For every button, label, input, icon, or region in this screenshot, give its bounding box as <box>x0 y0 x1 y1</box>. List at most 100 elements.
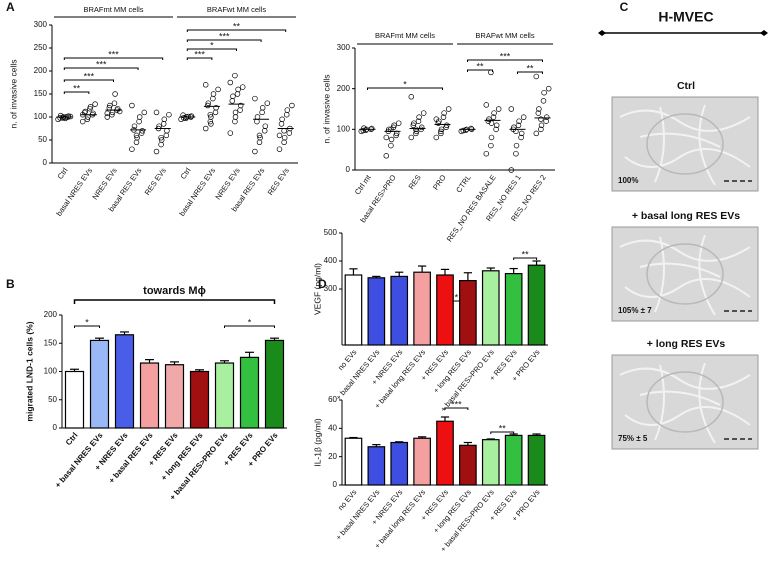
y-tick-label: 200 <box>44 310 58 319</box>
group-label: BRAFmt MM cells <box>375 31 435 40</box>
y-tick-label: 60 <box>328 395 337 404</box>
y-tick-label: 200 <box>34 66 48 75</box>
data-point <box>138 130 145 136</box>
data-point <box>134 134 140 141</box>
data-point <box>286 130 293 136</box>
data-point <box>259 109 265 116</box>
image-label: Ctrl <box>677 80 695 92</box>
significance-label: *** <box>500 51 511 61</box>
x-tick-label: + basal RES EVs <box>107 430 155 485</box>
data-point <box>533 73 540 80</box>
significance-bracket <box>74 325 100 328</box>
data-point <box>256 132 263 139</box>
data-point <box>513 150 519 157</box>
data-point <box>508 106 515 112</box>
significance-label: ** <box>522 249 530 259</box>
data-point <box>515 122 522 129</box>
title-bracket <box>73 299 276 304</box>
data-point <box>538 122 545 129</box>
data-point <box>383 153 390 159</box>
micrograph-ring <box>646 371 724 433</box>
data-point <box>160 121 167 127</box>
data-point <box>235 86 241 93</box>
data-point <box>538 116 544 122</box>
significance-bracket <box>224 325 275 328</box>
data-point <box>252 148 258 155</box>
bar <box>390 441 409 486</box>
data-point <box>360 127 367 134</box>
y-tick-label: 0 <box>346 165 351 174</box>
y-axis-label: VEGF (pg/ml) <box>312 263 322 315</box>
data-point <box>79 118 86 125</box>
data-point <box>230 93 236 100</box>
data-point <box>395 120 402 126</box>
data-point <box>232 114 239 120</box>
bar <box>459 280 477 346</box>
data-point <box>153 109 160 116</box>
bar <box>64 370 85 429</box>
data-point <box>104 114 111 120</box>
data-point <box>533 130 540 137</box>
data-point <box>433 134 440 141</box>
significance-bracket <box>467 59 543 62</box>
y-tick-label: 100 <box>337 124 351 133</box>
data-point <box>208 121 214 127</box>
data-point <box>136 118 142 125</box>
data-point <box>361 125 367 131</box>
y-tick-label: 300 <box>324 284 338 293</box>
data-point <box>411 120 417 126</box>
data-point <box>208 114 214 120</box>
y-tick-label: 400 <box>324 256 338 265</box>
data-point <box>163 132 170 139</box>
data-point <box>229 98 236 104</box>
significance-label: *** <box>96 59 107 69</box>
bar <box>139 362 160 429</box>
data-point <box>518 130 525 137</box>
data-point <box>468 125 474 132</box>
significance-label: * <box>248 317 252 327</box>
x-tick-label: CTRL <box>454 173 473 194</box>
panel-title: H-MVEC <box>658 9 713 25</box>
data-point <box>536 106 542 112</box>
data-point <box>90 110 96 117</box>
chart: An. of invasive cells 0 50 100 150 200 250 300 C… <box>6 0 298 218</box>
data-point <box>278 121 285 127</box>
significance-label: ** <box>476 61 484 71</box>
data-point <box>279 116 285 123</box>
bar <box>189 370 210 429</box>
data-point <box>133 132 140 139</box>
significance-bracket <box>63 79 114 82</box>
data-point <box>227 79 234 86</box>
data-point <box>161 116 168 123</box>
data-point <box>133 139 140 146</box>
panel-label: B <box>6 277 15 291</box>
micrograph <box>611 354 759 450</box>
significance-label: *** <box>194 49 205 59</box>
y-tick-label: 0 <box>333 480 338 489</box>
bar <box>264 339 285 429</box>
y-tick-label: 500 <box>324 228 338 237</box>
data-point <box>440 114 447 120</box>
data-point <box>237 102 244 109</box>
data-point <box>252 95 258 102</box>
data-point <box>520 114 527 120</box>
data-point <box>232 118 238 125</box>
data-point <box>84 116 91 123</box>
data-point <box>136 114 143 120</box>
data-point <box>543 114 550 120</box>
data-point <box>391 122 397 129</box>
data-point <box>257 134 263 141</box>
data-point <box>535 110 542 116</box>
bar <box>367 277 386 346</box>
y-axis-label: n. of invasive cells <box>321 75 331 144</box>
data-point <box>92 101 98 107</box>
data-point <box>261 128 268 134</box>
significance-bracket <box>186 48 237 51</box>
data-point <box>204 102 211 109</box>
bar <box>367 446 386 486</box>
data-point <box>420 110 427 116</box>
micrograph-texture <box>619 234 751 316</box>
bar <box>344 274 363 346</box>
data-point <box>153 148 160 155</box>
